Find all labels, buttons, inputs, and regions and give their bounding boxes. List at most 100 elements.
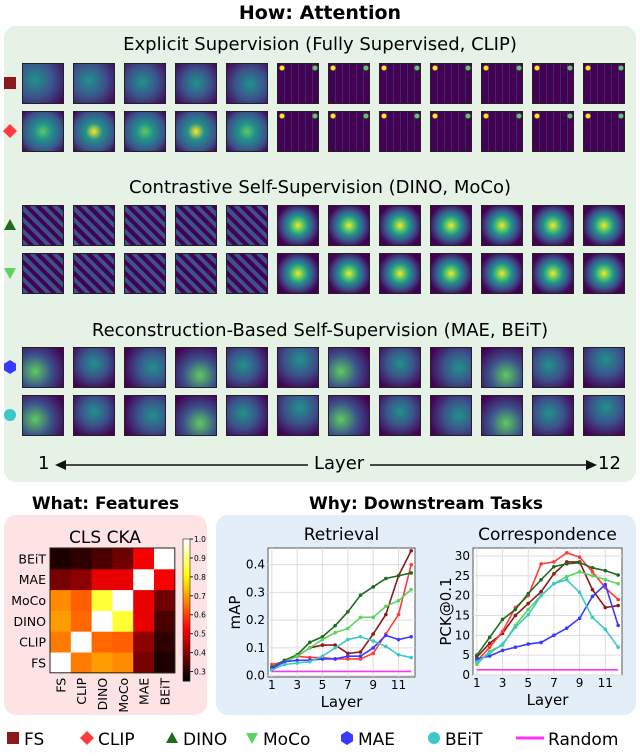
heatmap-cell-BEiT-BEiT: [154, 548, 176, 570]
attention-map-beit-layer-6: [277, 395, 319, 436]
y-tick-label: 25: [455, 569, 470, 583]
heatmap-cell-BEiT-FS: [50, 548, 72, 570]
heatmap-cell-FS-CLIP: [70, 652, 93, 674]
colorbar-segment: [183, 618, 190, 622]
attention-map-fs-layer-4: [175, 63, 217, 104]
y-tick-label: 30: [455, 549, 470, 563]
heatmap-cell-FS-BEiT: [154, 652, 176, 674]
data-point-FS: [346, 651, 350, 656]
y-tick-label: 0.0: [246, 669, 265, 683]
colorbar-segment: [183, 612, 190, 617]
attention-map-mae-layer-1: [22, 347, 64, 388]
y-tick-label: 0.2: [246, 613, 265, 627]
attention-map-moco-layer-7: [328, 253, 370, 294]
data-point-DINO: [487, 635, 492, 640]
data-point-CLIP: [500, 629, 505, 634]
attention-map-fs-layer-2: [73, 63, 115, 104]
colorbar-segment: [183, 666, 190, 671]
colorbar-segment: [183, 658, 190, 662]
data-point-BEiT: [552, 581, 556, 586]
heatmap-cell-BEiT-DINO: [91, 548, 113, 570]
data-point-MoCo: [590, 573, 595, 578]
colorbar-segment: [183, 570, 190, 574]
attention-map-beit-layer-10: [481, 395, 523, 436]
x-tick-label: 3: [499, 676, 507, 690]
series-line-DINO: [271, 572, 412, 668]
colorbar-segment: [183, 598, 190, 602]
data-point-CLIP: [358, 657, 363, 661]
group-title-reconstruction: Reconstruction-Based Self-Supervision (M…: [91, 320, 549, 341]
legend-item-moco: MoCo: [245, 730, 310, 750]
colorbar-segment: [183, 635, 190, 639]
attention-map-mae-layer-2: [73, 347, 115, 388]
data-point-BEiT: [500, 642, 505, 646]
hexagon-marker-icon: [3, 359, 17, 378]
data-point-DINO: [308, 640, 312, 645]
attention-map-dino-layer-3: [124, 205, 166, 246]
legend-item-mae: MAE: [340, 730, 395, 750]
y-axis-label: mAP: [226, 596, 244, 630]
heatmap-cell-BEiT-MoCo: [112, 548, 134, 570]
colorbar-segment: [183, 547, 190, 551]
attention-map-fs-layer-3: [124, 63, 166, 104]
data-point-DINO: [590, 566, 595, 570]
data-point-CLIP: [396, 612, 401, 617]
attention-map-mae-layer-10: [481, 347, 523, 388]
plot-area: [472, 547, 623, 676]
legend-item-fs: FS: [6, 730, 44, 750]
data-point-CLIP: [487, 645, 492, 650]
colorbar-segment: [183, 675, 190, 679]
series-line-DINO: [476, 561, 619, 656]
data-point-DINO: [552, 564, 556, 569]
colorbar-segment: [183, 561, 190, 566]
data-point-CLIP: [371, 651, 375, 656]
heatmap-cell-MoCo-MoCo: [112, 589, 134, 611]
line-marker-icon: [516, 730, 544, 750]
attention-map-beit-layer-1: [22, 395, 64, 436]
data-point-MAE: [590, 594, 595, 599]
heatmap-cell-CLIP-CLIP: [70, 631, 93, 653]
data-point-MoCo: [616, 581, 620, 586]
colorbar-segment: [183, 564, 190, 568]
heatmap-col-label: CLIP: [74, 677, 89, 704]
attention-map-moco-layer-6: [277, 253, 319, 294]
colorbar-segment: [183, 558, 190, 563]
data-point-DINO: [396, 573, 401, 578]
data-point-BEiT: [603, 627, 608, 632]
colorbar-segment: [183, 584, 190, 588]
heatmap-cell-DINO-BEiT: [154, 610, 176, 632]
legend-item-random: Random: [516, 730, 618, 750]
data-point-BEiT: [409, 655, 413, 660]
heatmap-row-label: MoCo: [11, 593, 46, 608]
attention-map-fs-layer-11: [532, 63, 574, 104]
data-point-MAE: [487, 654, 492, 658]
data-point-DINO: [320, 634, 325, 639]
data-point-DINO: [409, 571, 413, 575]
attention-map-beit-layer-5: [226, 395, 268, 436]
x-tick-label: 11: [391, 678, 406, 692]
legend-label: MoCo: [263, 730, 311, 750]
colorbar-segment: [183, 601, 190, 605]
legend-item-dino: DINO: [165, 730, 227, 750]
colorbar-segment: [183, 553, 190, 557]
data-point-DINO: [358, 593, 363, 597]
heatmap-col-label: FS: [53, 678, 68, 693]
x-axis-label: Layer: [321, 693, 364, 711]
data-point-DINO: [603, 568, 608, 573]
data-point-MoCo: [308, 646, 312, 650]
colorbar-segment: [183, 544, 190, 549]
data-point-MAE: [384, 633, 388, 638]
data-point-MoCo: [320, 637, 325, 642]
colorbar-tick-label: 0.3: [194, 668, 206, 677]
heatmap-cell-MAE-BEiT: [154, 568, 176, 591]
series-line-MAE: [271, 634, 412, 670]
attention-map-dino-layer-2: [73, 205, 115, 246]
attention-map-moco-layer-1: [22, 253, 64, 294]
heatmap-row-label: MAE: [19, 572, 46, 587]
series-line-MAE: [476, 583, 619, 660]
heatmap-cell-MAE-MAE: [133, 568, 155, 591]
data-point-MoCo: [577, 570, 582, 574]
data-point-MAE: [409, 634, 413, 639]
data-point-DINO: [346, 610, 350, 614]
